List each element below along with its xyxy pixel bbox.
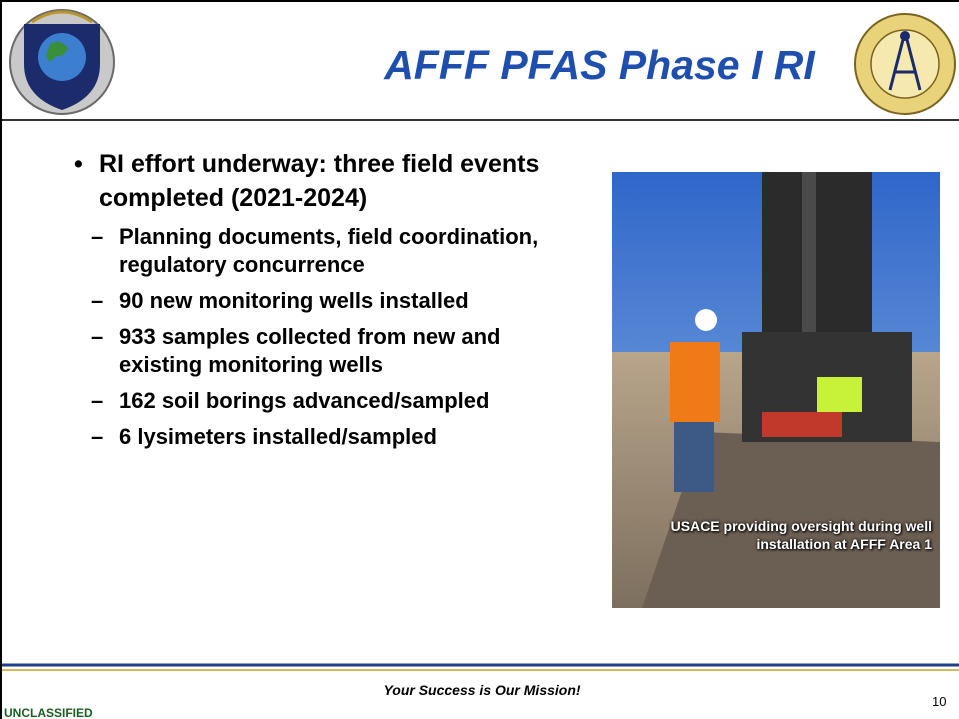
bullet-dot: • [74, 147, 83, 181]
footer-slogan: Your Success is Our Mission! [282, 682, 682, 698]
sub-bullet-text: 162 soil borings advanced/sampled [119, 388, 489, 413]
slide: AFFF PFAS Phase I RI • RI effort underwa… [0, 0, 959, 719]
sub-bullet-text: 933 samples collected from new and exist… [119, 324, 500, 377]
sub-bullet: –6 lysimeters installed/sampled [119, 423, 569, 451]
sub-bullet-text: 6 lysimeters installed/sampled [119, 424, 437, 449]
bullet-list: • RI effort underway: three field events… [74, 147, 594, 451]
sub-bullet-text: 90 new monitoring wells installed [119, 288, 469, 313]
sub-bullet: –Planning documents, field coordination,… [119, 223, 569, 279]
classification: UNCLASSIFIED [4, 706, 93, 719]
sub-bullet-text: Planning documents, field coordination, … [119, 224, 538, 277]
slide-title: AFFF PFAS Phase I RI [322, 42, 877, 89]
sub-bullet: –162 soil borings advanced/sampled [119, 387, 569, 415]
left-logo [10, 10, 114, 114]
bullet-text: RI effort underway: three field events c… [99, 147, 569, 215]
sub-bullet: –933 samples collected from new and exis… [119, 323, 569, 379]
page-number: 10 [932, 694, 946, 709]
photo-caption: USACE providing oversight during well in… [642, 517, 932, 553]
sub-bullet: –90 new monitoring wells installed [119, 287, 569, 315]
